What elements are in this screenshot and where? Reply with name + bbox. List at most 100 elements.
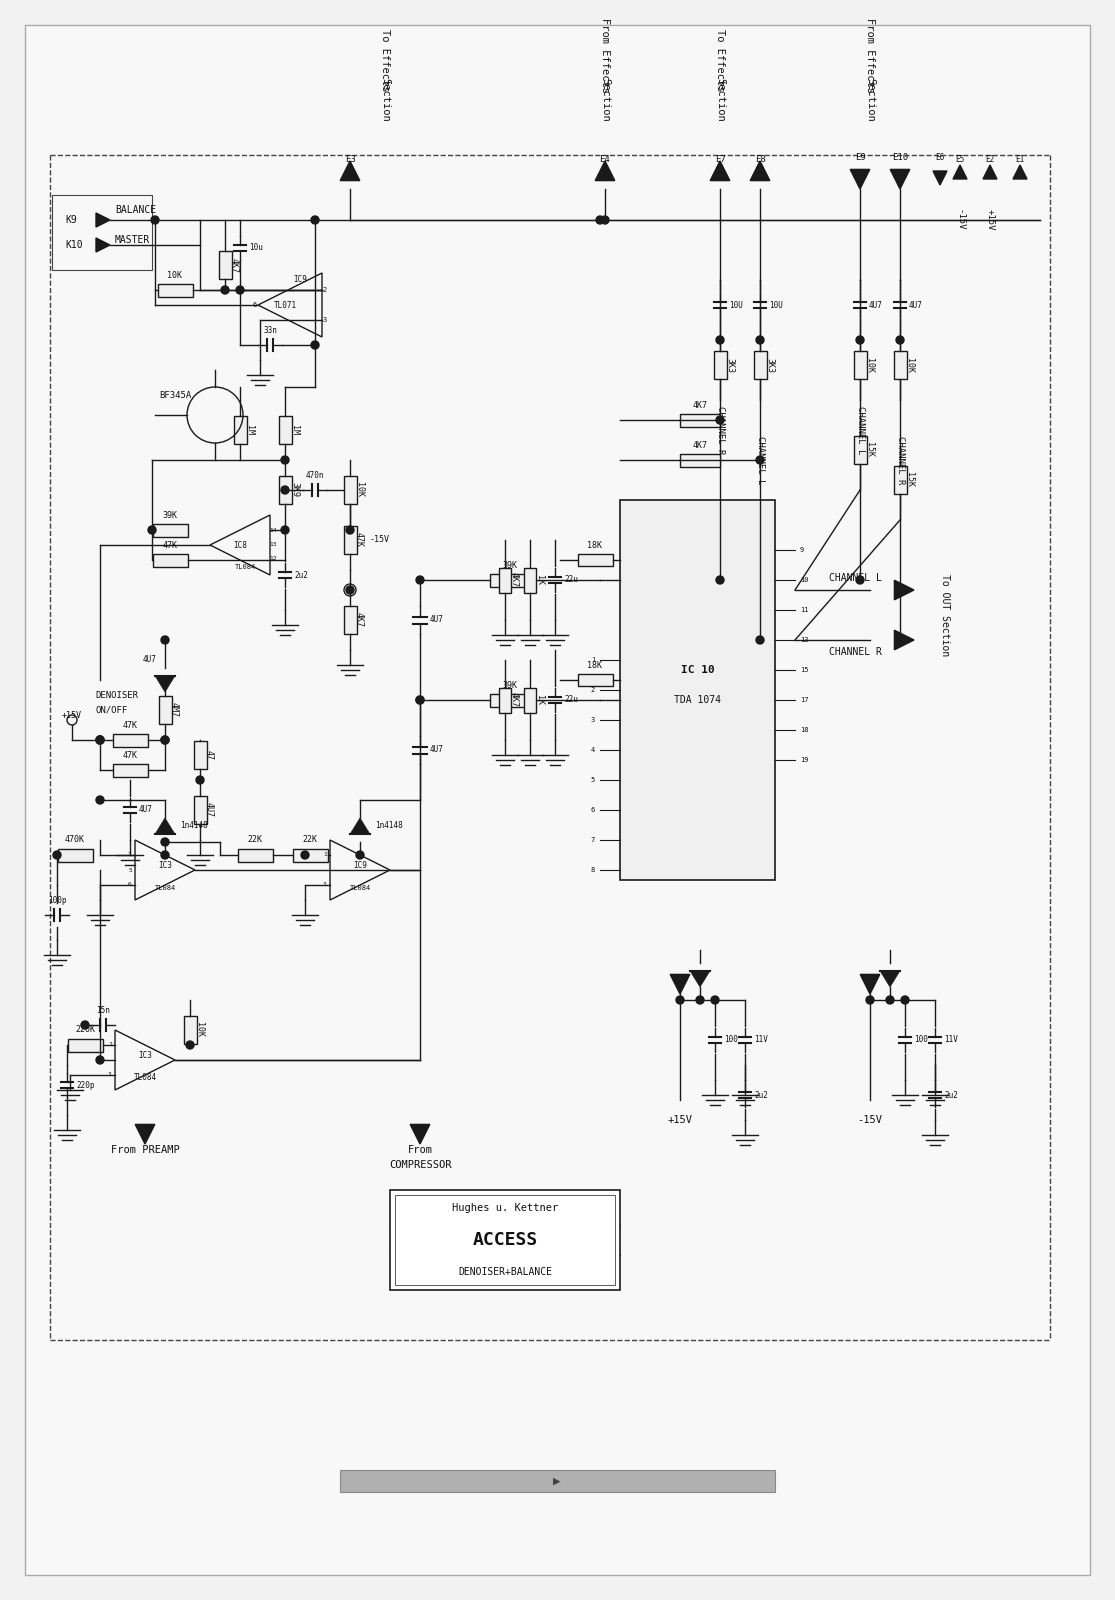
Text: 2u2: 2u2 [944,1091,958,1099]
Text: 10K: 10K [167,270,183,280]
Text: 13: 13 [269,542,277,547]
Text: 2u2: 2u2 [754,1091,768,1099]
Circle shape [236,286,244,294]
Text: ON/OFF: ON/OFF [95,706,127,715]
Text: E2: E2 [986,155,995,165]
Text: 47K: 47K [355,533,363,547]
Text: 39K: 39K [503,680,517,690]
Text: IC9: IC9 [293,275,307,285]
Circle shape [311,341,319,349]
Text: 11V: 11V [754,1035,768,1045]
Text: 470n: 470n [306,470,324,480]
Text: To OUT Section: To OUT Section [940,574,950,656]
Circle shape [221,286,229,294]
Bar [853,350,866,379]
Circle shape [161,838,169,846]
Text: 17: 17 [799,698,808,702]
Bar [893,466,906,494]
Bar [395,1195,615,1285]
Bar [58,848,93,861]
Bar [489,693,530,707]
Text: 5: 5 [591,778,595,782]
Circle shape [696,995,704,1005]
Bar [194,795,206,824]
Bar [153,554,187,566]
Text: 33n: 33n [263,326,277,334]
Text: E3: E3 [345,155,356,165]
Circle shape [281,456,289,464]
Circle shape [81,1021,89,1029]
Circle shape [346,586,353,594]
Text: 6: 6 [591,806,595,813]
Circle shape [281,486,289,494]
Text: IC3: IC3 [138,1051,152,1059]
Bar [279,477,291,504]
Text: -15V: -15V [370,536,390,544]
Text: 47K: 47K [123,720,137,730]
Text: -15V: -15V [956,210,964,230]
Text: 47: 47 [205,750,214,760]
Text: 3K3: 3K3 [725,357,734,373]
Text: 4U7: 4U7 [430,746,444,755]
Circle shape [896,336,904,344]
Text: K9: K9 [65,214,77,226]
Bar [343,477,357,504]
Text: E7: E7 [715,155,726,165]
Text: 1n4148: 1n4148 [180,821,207,829]
Circle shape [281,526,289,534]
Bar [390,1190,620,1290]
Text: BALANCE: BALANCE [115,205,156,214]
Bar [714,350,727,379]
Text: 15K: 15K [905,472,914,488]
Text: 3K3: 3K3 [765,357,774,373]
Text: 10U: 10U [729,301,743,309]
Text: 11: 11 [799,606,808,613]
Text: 4M7: 4M7 [169,702,180,717]
Text: COMPRESSOR: COMPRESSOR [389,1160,452,1170]
Text: CHANNEL R: CHANNEL R [895,435,904,485]
Polygon shape [670,974,690,994]
Polygon shape [1014,165,1027,179]
Polygon shape [750,162,769,181]
Text: ▶: ▶ [553,1475,561,1488]
Bar [68,1038,103,1051]
Text: E4: E4 [600,155,610,165]
Circle shape [96,736,104,744]
Circle shape [161,851,169,859]
Text: CHANNEL L: CHANNEL L [756,435,765,485]
Text: 4U7: 4U7 [143,656,157,664]
Text: 10K: 10K [195,1022,204,1037]
Text: +15V: +15V [986,210,995,230]
Bar [578,554,612,566]
Text: 10K: 10K [865,357,874,373]
Text: 22u: 22u [564,576,578,584]
Text: 10U: 10U [769,301,783,309]
Text: TL084: TL084 [234,565,255,570]
Bar [219,251,232,278]
Text: TDA 1074: TDA 1074 [673,694,721,706]
Circle shape [96,795,104,803]
Bar [343,526,357,554]
Text: 4U7: 4U7 [205,803,214,818]
Text: 4K7: 4K7 [510,693,518,707]
Text: 10K: 10K [905,357,914,373]
Bar [279,416,291,443]
Circle shape [416,696,424,704]
Circle shape [756,635,764,643]
Circle shape [196,776,204,784]
Text: BF345A: BF345A [158,390,191,400]
Text: 9: 9 [799,547,804,554]
Text: Section: Section [600,78,610,122]
Text: 2: 2 [591,686,595,693]
Polygon shape [710,162,730,181]
Text: 7: 7 [591,837,595,843]
Text: E9: E9 [854,154,865,163]
Text: TL084: TL084 [134,1074,156,1083]
Polygon shape [96,213,110,227]
Bar [237,848,272,861]
Text: 4K7: 4K7 [692,400,708,410]
Text: 2: 2 [108,1043,112,1048]
Text: 1: 1 [323,853,327,858]
Text: TL084: TL084 [154,885,176,891]
Text: 47K: 47K [123,750,137,760]
